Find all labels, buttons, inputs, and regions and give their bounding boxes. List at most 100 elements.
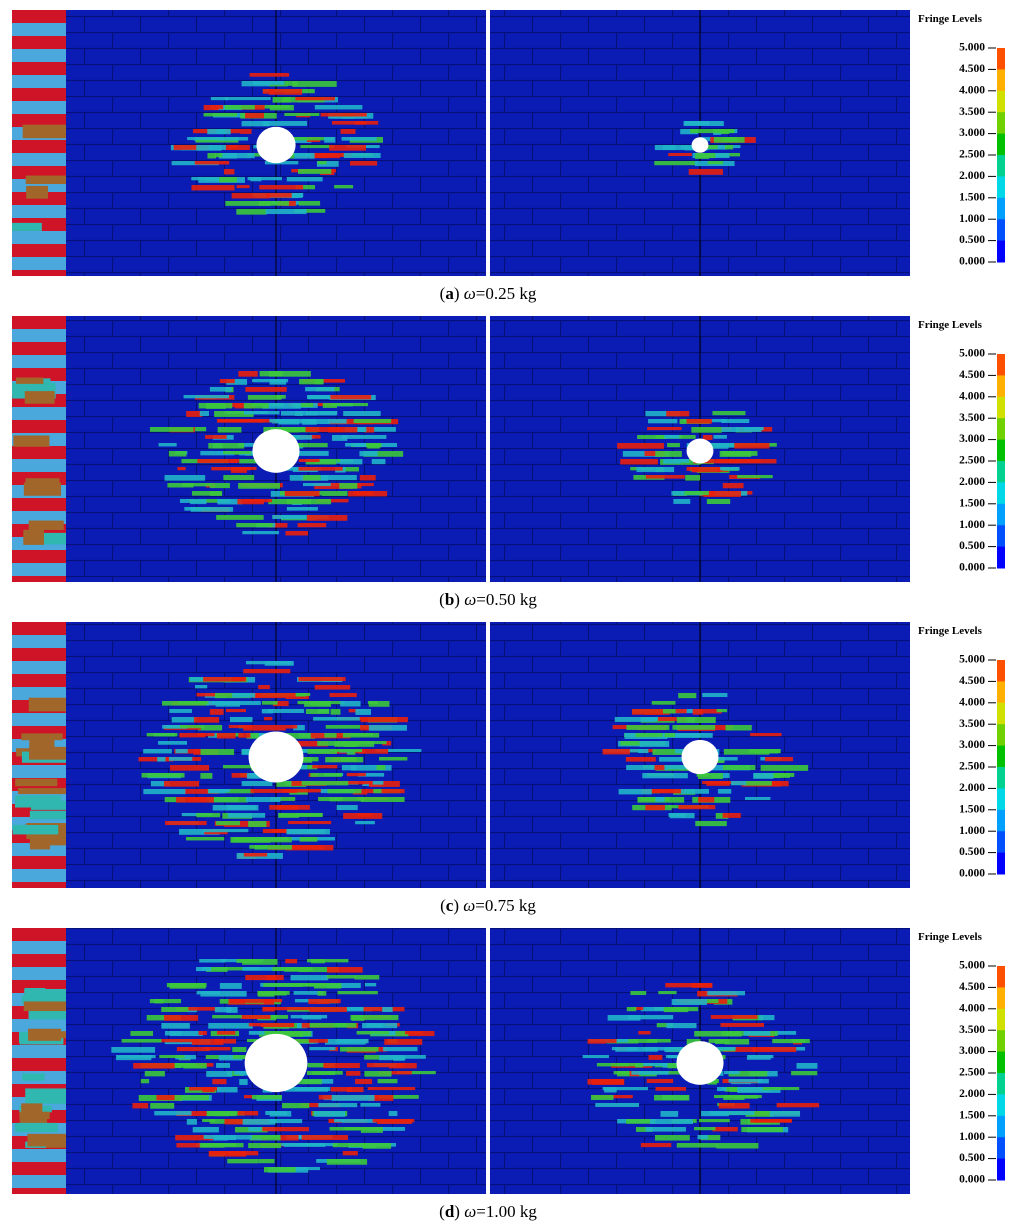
damage-core [252, 429, 299, 473]
legend-level: 2.500 [959, 455, 985, 467]
damage-strip [250, 73, 289, 77]
strip-band [12, 153, 66, 166]
damage-strip [161, 1023, 190, 1029]
damage-strip [309, 1047, 335, 1050]
damage-strip [361, 797, 405, 802]
damage-strip [240, 129, 251, 134]
damage-strip [259, 1159, 275, 1163]
damage-strip [219, 137, 248, 141]
strip-band [12, 622, 66, 635]
damage-strip [243, 1119, 276, 1125]
damage-strip [203, 1143, 215, 1146]
damage-strip [723, 483, 744, 488]
color-segment [997, 1009, 1005, 1031]
damage-strip [248, 1127, 261, 1131]
damage-strip [327, 975, 356, 979]
damage-strip [606, 1039, 616, 1043]
legend-title: Fringe Levels [918, 625, 983, 637]
color-segment [997, 547, 1005, 569]
damage-strip [302, 781, 349, 785]
damage-strip [647, 1079, 673, 1083]
damage-strip [237, 499, 263, 504]
legend-level: 3.000 [959, 127, 985, 139]
damage-strip [302, 419, 317, 425]
damage-strip [222, 153, 254, 158]
damage-strip [597, 1063, 629, 1066]
damage-strip [591, 1095, 614, 1100]
damage-strip [340, 459, 362, 464]
caption-part: ) [454, 284, 464, 303]
damage-strip [159, 443, 177, 446]
damage-strip [712, 411, 745, 415]
damage-strip [287, 507, 318, 511]
damage-strip [164, 1015, 198, 1021]
damage-strip [143, 789, 185, 794]
damage-strip [382, 789, 405, 793]
damage-strip [269, 419, 294, 422]
damage-strip [678, 805, 715, 809]
damage-strip [143, 749, 172, 753]
damage-strip [332, 435, 347, 441]
strip-band [12, 563, 66, 576]
damage-strip [338, 1039, 368, 1043]
damage-strip [729, 1079, 762, 1083]
damage-strip [216, 1063, 230, 1068]
damage-strip [227, 805, 256, 810]
damage-strip [191, 507, 233, 512]
damage-strip [315, 105, 363, 109]
strip-band [12, 10, 66, 23]
strip-band [12, 1162, 66, 1175]
damage-strip [612, 1047, 638, 1050]
strip-patch [13, 436, 49, 447]
damage-strip [753, 773, 773, 779]
strip-band [12, 674, 66, 687]
color-segment [997, 681, 1005, 703]
damage-strip [357, 1031, 389, 1035]
damage-strip [212, 1079, 226, 1084]
damage-strip [340, 129, 355, 134]
color-segment [997, 1116, 1005, 1138]
damage-strip [192, 1039, 224, 1045]
damage-strip [679, 459, 689, 463]
damage-strip [278, 1135, 299, 1141]
damage-strip [761, 765, 809, 771]
damage-strip [630, 991, 646, 995]
damage-core [256, 127, 295, 163]
damage-strip [187, 137, 223, 140]
strip-patch [29, 737, 54, 749]
damage-strip [368, 1087, 415, 1090]
strip-band [12, 967, 66, 980]
damage-strip [714, 1095, 762, 1098]
legend-level: 4.000 [959, 390, 985, 402]
damage-strip [248, 395, 282, 400]
strip-band [12, 257, 66, 270]
strip-band [12, 765, 66, 778]
strip-patch [12, 223, 42, 231]
damage-strip [361, 1127, 383, 1133]
damage-strip [405, 1031, 423, 1034]
damage-strip [312, 1071, 343, 1075]
caption-part: ω [464, 1202, 476, 1221]
damage-core [682, 740, 719, 774]
legend-level: 3.500 [959, 718, 985, 730]
damage-strip [350, 161, 377, 166]
damage-strip [649, 1055, 663, 1060]
damage-strip [317, 161, 326, 164]
damage-strip [237, 185, 250, 188]
damage-strip [363, 1143, 391, 1149]
damage-strip [791, 1071, 817, 1075]
strip-patch [18, 788, 70, 794]
damage-strip [282, 1103, 309, 1108]
damage-strip [697, 1135, 707, 1139]
damage-strip [360, 1103, 380, 1107]
damage-strip [393, 1055, 404, 1061]
damage-strip [291, 1015, 327, 1018]
damage-strip [220, 379, 235, 383]
damage-strip [205, 435, 227, 439]
damage-strip [663, 459, 680, 464]
color-segment [997, 1094, 1005, 1116]
damage-strip [252, 1135, 280, 1139]
caption-part: ) [454, 1202, 464, 1221]
damage-strip [250, 177, 261, 181]
damage-strip [744, 781, 771, 786]
